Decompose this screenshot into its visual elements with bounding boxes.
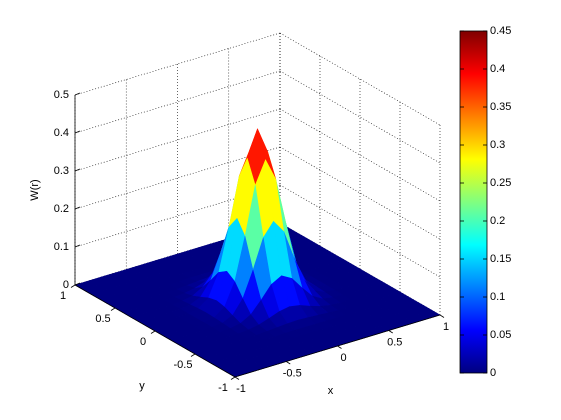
grid-line — [279, 32, 441, 126]
x-tick — [439, 314, 445, 318]
x-tick — [388, 330, 393, 334]
x-axis-label: x — [328, 385, 334, 397]
grid-line — [279, 184, 441, 278]
y-tick-label: 1 — [60, 290, 66, 302]
surface — [74, 128, 441, 378]
y-tick — [190, 353, 196, 357]
x-tick-label: -0.5 — [283, 367, 302, 379]
colorbar-tick-label: 0.25 — [490, 177, 511, 189]
z-tick — [74, 92, 81, 96]
colorbar-tick-label: 0.45 — [490, 25, 511, 37]
z-tick-label: 0.4 — [54, 127, 69, 139]
grid-line — [279, 146, 441, 240]
colorbar-tick-label: 0 — [490, 367, 496, 379]
colorbar-tick-label: 0.15 — [490, 253, 511, 265]
colorbar-tick-label: 0.2 — [490, 215, 505, 227]
colorbar-tick-label: 0.3 — [490, 139, 505, 151]
y-tick — [150, 330, 156, 334]
colorbar-tick-label: 0.05 — [490, 329, 511, 341]
z-tick-label: 0.1 — [54, 241, 69, 253]
z-tick — [74, 244, 81, 248]
z-tick — [74, 130, 81, 134]
x-tick — [337, 345, 342, 349]
y-tick-label: -1 — [218, 382, 228, 394]
z-tick — [74, 168, 81, 172]
y-tick — [70, 284, 76, 288]
colorbar-tick-label: 0.1 — [490, 291, 505, 303]
z-axis-label: W(r) — [29, 179, 41, 200]
x-tick-label: 0.5 — [387, 336, 402, 348]
z-tick-label: 0.3 — [54, 165, 69, 177]
colorbar-tick-label: 0.35 — [490, 101, 511, 113]
y-tick-label: -0.5 — [174, 359, 193, 371]
z-tick-label: 0.2 — [54, 203, 69, 215]
y-tick-label: 0.5 — [95, 313, 110, 325]
z-tick — [74, 206, 81, 210]
x-tick — [234, 376, 240, 380]
z-tick-label: 0.5 — [54, 89, 69, 101]
grid-line — [279, 108, 441, 202]
axes: 0 0.1 0.2 0.3 0.4 0.5 -1 -0.5 0 0.5 1 -1 -0.5 0 0.5 1 x y… — [29, 89, 449, 397]
x-tick-label: -1 — [236, 383, 246, 395]
colorbar-tick-label: 0.4 — [490, 63, 505, 75]
grid-line — [279, 70, 441, 164]
colorbar-scale — [459, 30, 488, 374]
x-tick-label: 0 — [340, 352, 346, 364]
z-tick-label: 0 — [63, 279, 69, 291]
x-tick — [286, 361, 291, 365]
y-tick-label: 0 — [140, 336, 146, 348]
x-tick-label: 1 — [443, 321, 449, 333]
y-tick — [110, 307, 116, 311]
z-tick — [74, 282, 81, 286]
y-axis-label: y — [139, 380, 145, 392]
colorbar: 0 0.05 0.1 0.15 0.2 0.25 0.3 0.35 0.4 0.45 — [459, 25, 511, 379]
y-tick — [230, 376, 236, 380]
